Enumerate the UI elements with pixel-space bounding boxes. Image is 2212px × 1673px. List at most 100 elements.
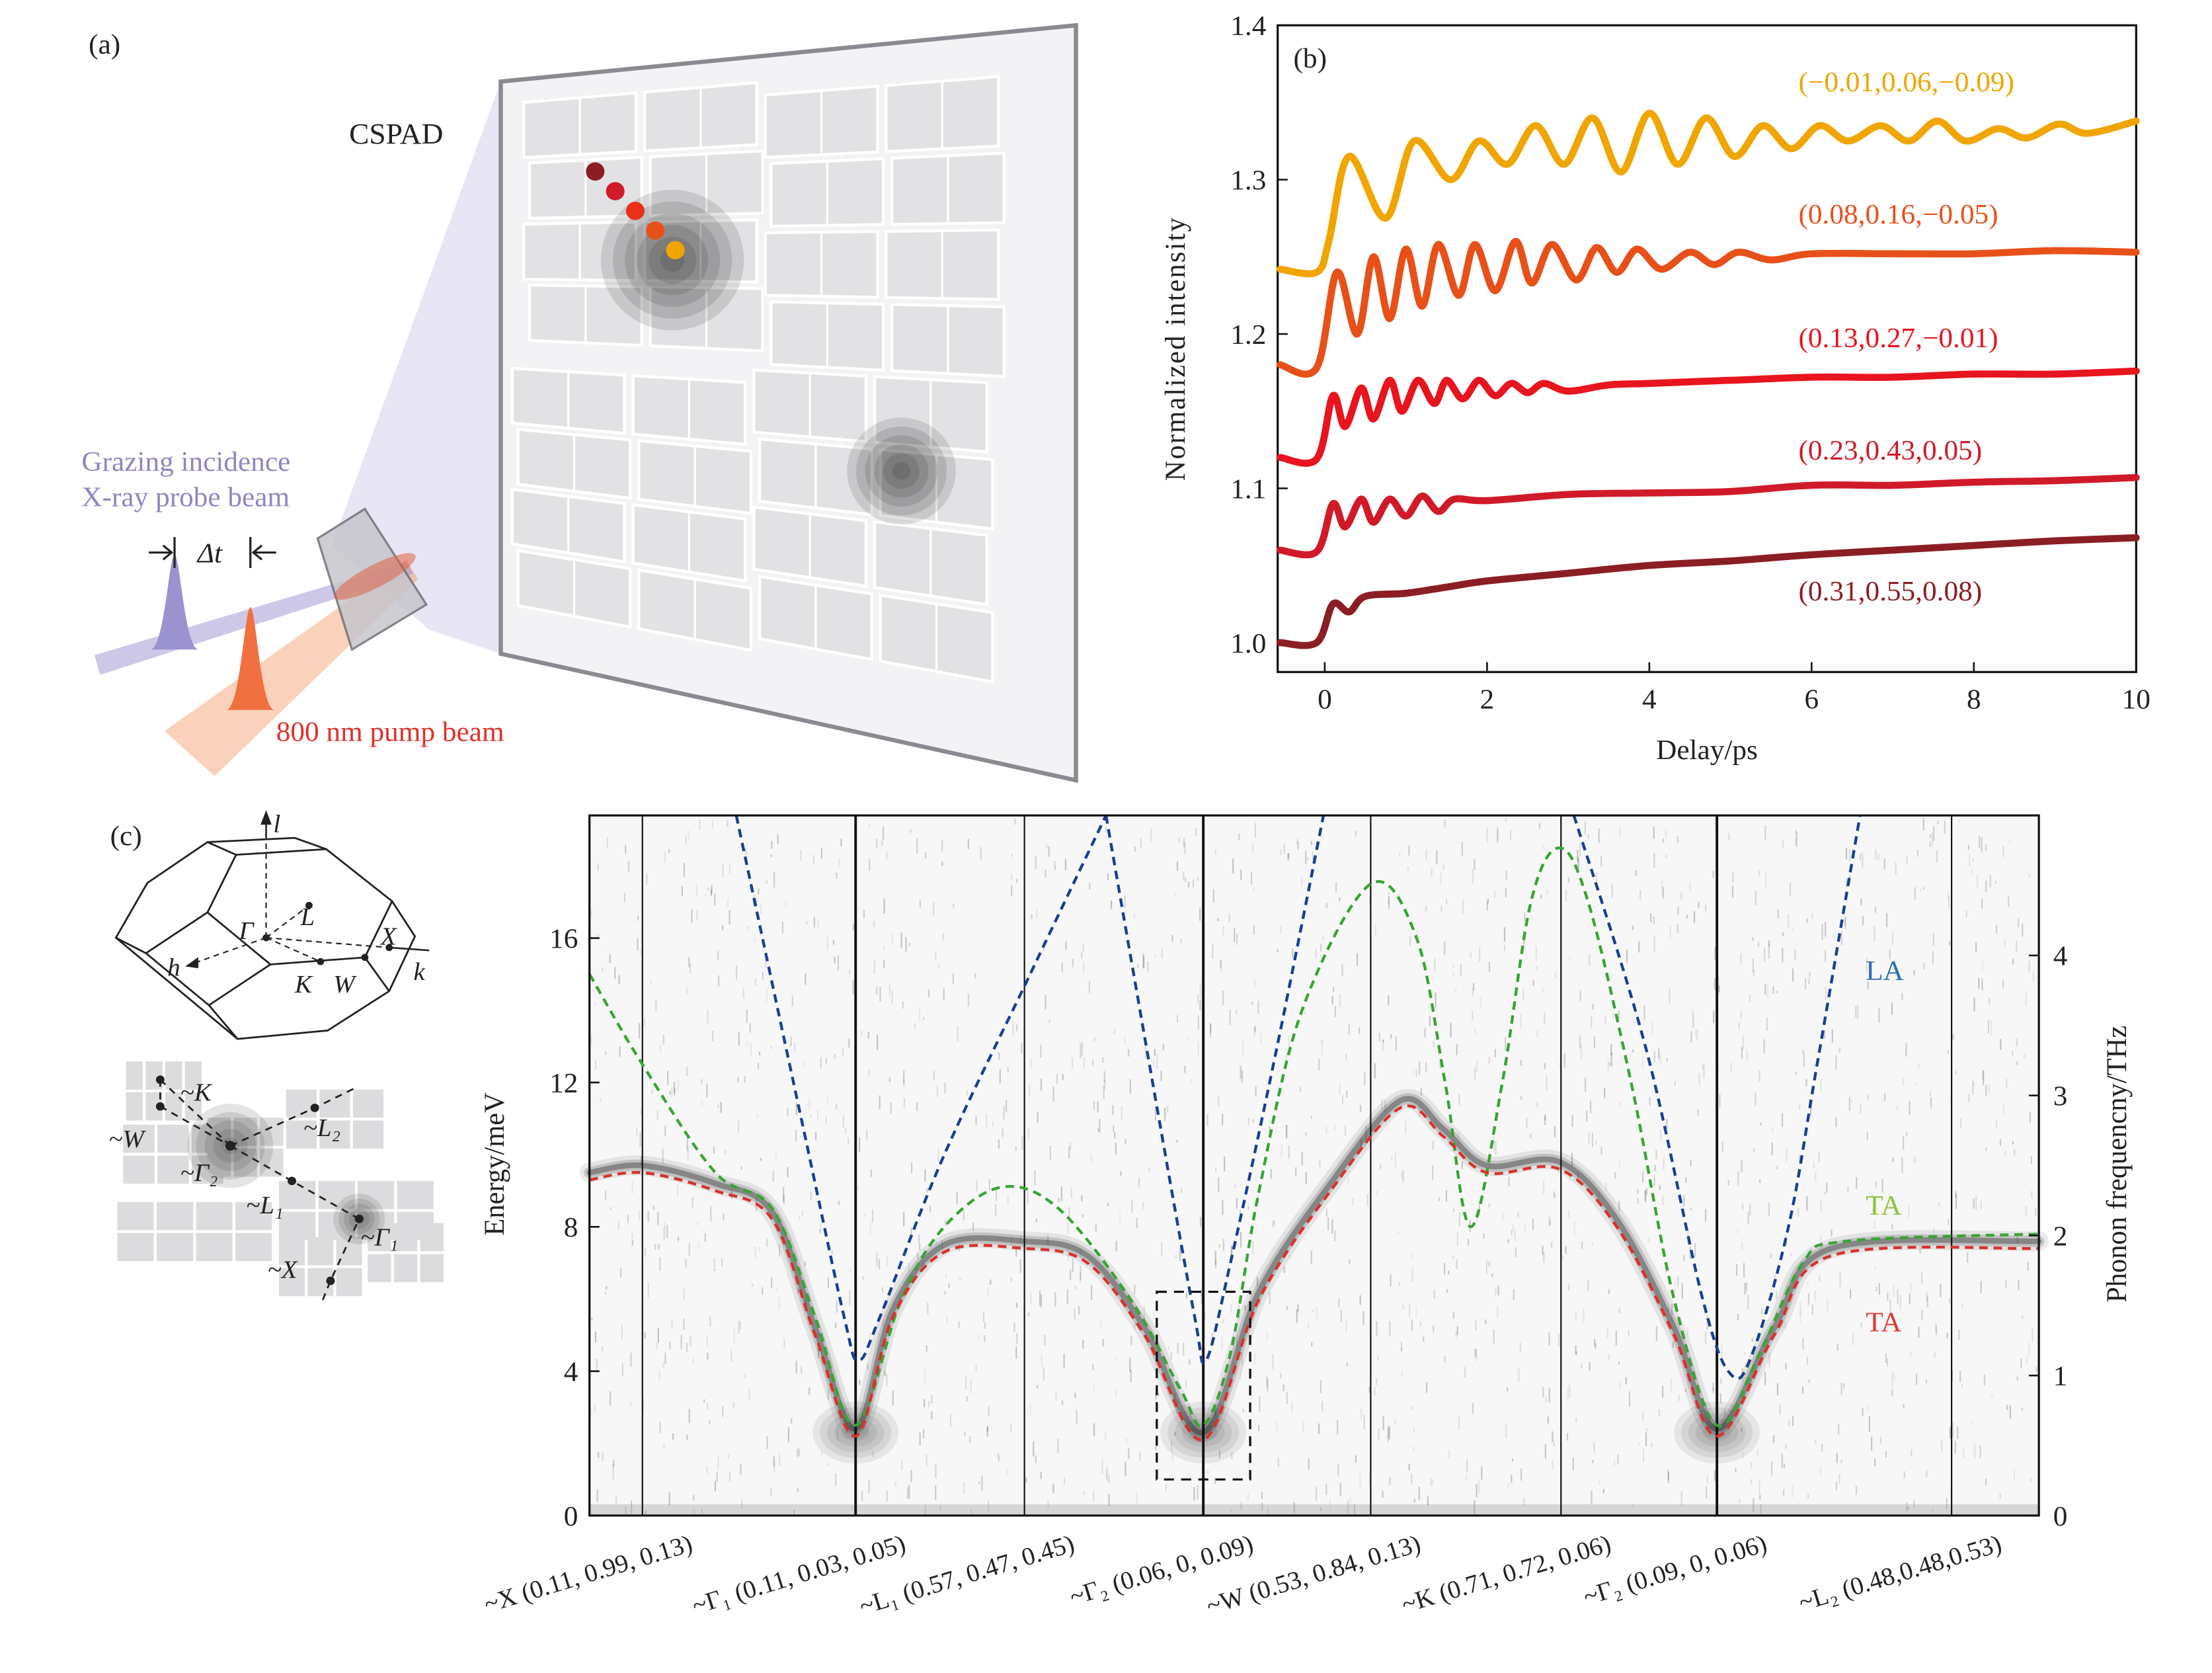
x-tick-label: 10 (2122, 684, 2151, 715)
x-tick-label: 8 (1967, 684, 1981, 715)
pattern-tile (352, 1089, 384, 1118)
panel-a-label: (a) (89, 29, 120, 60)
pattern-tile (319, 1120, 350, 1149)
series-label: (0.23,0.43,0.05) (1799, 436, 1983, 467)
panel-a-experiment-schematic: (a) CSPAD Δt Grazing incidence X-ray pro… (81, 22, 1078, 783)
pump-pulse-icon (225, 607, 275, 710)
pattern-tile (157, 1155, 189, 1184)
series-group: (−0.01,0.06,−0.09) (0.08,0.16,−0.05) (0.13… (1276, 67, 2140, 649)
panel-c-label: (c) (110, 821, 142, 852)
y-tick-label: 16 (549, 924, 578, 955)
bragg-peak-halo (883, 453, 920, 489)
x-axis-label: Delay/ps (1656, 735, 1758, 766)
series-label: (−0.01,0.06,−0.09) (1799, 67, 2014, 99)
x-category-label: ~X (0.11, 0.99, 0.13) (481, 1530, 695, 1619)
series-line (1276, 237, 2140, 378)
pattern-tile (207, 1118, 231, 1146)
pattern-tile (393, 1223, 418, 1252)
x-tick-label: 4 (1642, 684, 1657, 715)
series-label: (0.13,0.27,−0.01) (1799, 323, 1998, 354)
pattern-tile (358, 1180, 395, 1209)
series-group (588, 815, 2039, 1442)
series-label-ta: TA (1866, 1190, 1901, 1221)
pattern-tile (165, 1061, 182, 1090)
bragg-peak-halo (601, 190, 744, 331)
pattern-tile (123, 1124, 155, 1153)
bz-label-X: X (379, 923, 397, 951)
panel-c-dispersion-chart: ~X (0.11, 0.99, 0.13)~Γ₁ (0.11, 0.03, 0.… (479, 814, 2133, 1621)
pattern-tile (235, 1202, 272, 1231)
series-line-la (1572, 815, 1862, 1381)
y-tick-label: 8 (564, 1212, 578, 1243)
pattern-tile (368, 1254, 391, 1282)
y-axis-label: Normalized intensity (1160, 216, 1191, 481)
phonon-intensity-band (584, 1093, 2045, 1439)
pattern-label-W: ~W (108, 1125, 146, 1153)
series-line (1276, 473, 2140, 559)
y-tick-label: 1.2 (1230, 319, 1266, 350)
probe-label-line2: X-ray probe beam (81, 482, 290, 513)
y-right-tick-label: 1 (2053, 1361, 2068, 1392)
pattern-tile (126, 1092, 143, 1121)
pattern-label-Gamma2: ~Γ₂ (180, 1159, 218, 1187)
pattern-tile (307, 1237, 334, 1266)
series-line-la (1104, 815, 1325, 1365)
pattern-label-K: ~K (180, 1079, 213, 1107)
bz-label-h: h (167, 954, 180, 982)
delay-label: Δt (196, 538, 223, 569)
y-right-tick-label: 3 (2053, 1081, 2068, 1112)
phonon-intensity-band (579, 1088, 2049, 1443)
plot-frame (1277, 24, 2137, 673)
pattern-tile (318, 1211, 355, 1241)
bz-points (262, 901, 393, 965)
scattered-xray-cone (332, 81, 501, 654)
pattern-tile (279, 1237, 305, 1266)
pattern-tile (156, 1202, 194, 1231)
y-tick-label: 1.4 (1230, 11, 1266, 42)
pattern-tile (156, 1233, 194, 1262)
x-tick-label: 0 (1318, 684, 1332, 715)
y-tick-label: 0 (564, 1501, 578, 1532)
bragg-peak-halo (874, 444, 929, 498)
q-point-marker (606, 182, 625, 200)
series-line (1276, 534, 2140, 649)
pump-label: 800 nm pump beam (276, 717, 504, 748)
pattern-tile (117, 1202, 154, 1231)
pattern-tile (420, 1254, 444, 1282)
bz-label-l: l (273, 811, 280, 838)
q-point-marker (646, 221, 665, 240)
q-point-marker (666, 241, 685, 260)
q-point-marker (625, 202, 645, 220)
series-line (1276, 367, 2140, 467)
bz-axes (190, 838, 389, 965)
x-tick-label: 2 (1480, 684, 1495, 715)
pattern-tile (420, 1223, 444, 1252)
bragg-peak-halo (637, 225, 709, 296)
bragg-peak-halo (892, 462, 911, 480)
series-line-ta (589, 1104, 2039, 1442)
panel-b-label: (b) (1294, 43, 1327, 74)
y-axis-label: Energy/meV (479, 1092, 510, 1235)
y-tick-label: 1.0 (1230, 628, 1266, 659)
pattern-tile (393, 1254, 418, 1282)
bragg-peak-halo (855, 426, 947, 516)
panel-c-brillouin-zone: (c) l L Γ X h K W (108, 810, 444, 1303)
panel-b-chart: (b) 0 2 4 6 8 10 1.0 1.1 1.2 1.3 1.4 (−0.01,0.06,−… (1160, 11, 2151, 765)
bragg-peak-halo (865, 435, 938, 507)
series-label-ta: TA (1866, 1307, 1901, 1338)
q-point-marker (586, 162, 605, 181)
pattern-label-Gamma1: ~Γ₁ (360, 1224, 398, 1252)
phonon-intensity-band (586, 1096, 2042, 1436)
bragg-peak-halo (847, 417, 956, 525)
x-tick-label: 6 (1805, 684, 1819, 715)
y-right-tick-label: 4 (2053, 941, 2068, 972)
bz-label-K: K (294, 971, 313, 999)
pattern-tile (235, 1233, 272, 1262)
pattern-tile (397, 1180, 434, 1209)
pattern-tile (368, 1223, 391, 1252)
pattern-tile (165, 1092, 182, 1121)
pattern-tile (207, 1148, 231, 1177)
pattern-tile (352, 1120, 384, 1149)
cspad-label: CSPAD (349, 117, 443, 150)
